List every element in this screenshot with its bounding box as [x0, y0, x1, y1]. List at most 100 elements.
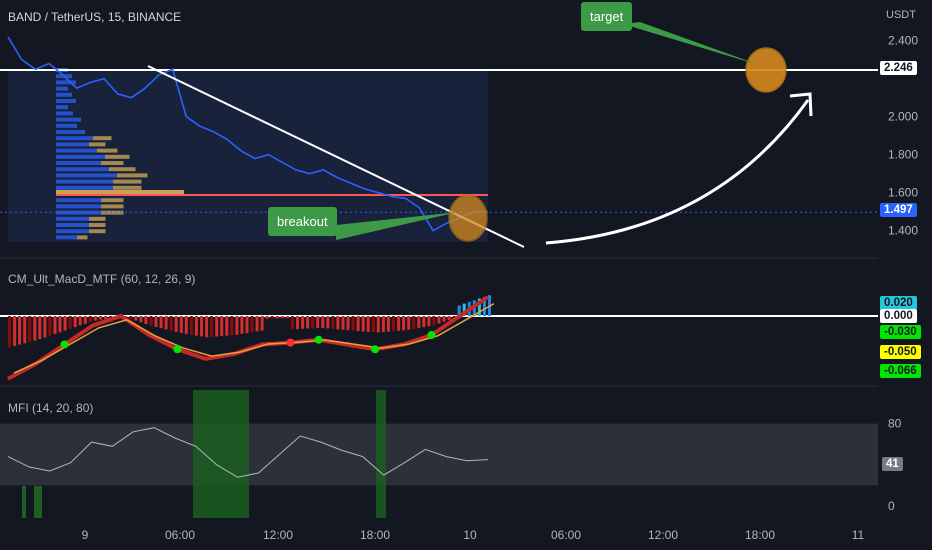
macd-histogram-bar: [53, 316, 57, 334]
time-tick-label: 18:00: [745, 528, 775, 542]
symbol-title: BAND / TetherUS, 15, BINANCE: [8, 10, 182, 24]
volume-profile-bar: [56, 210, 101, 215]
macd-histogram-bar: [280, 316, 284, 319]
macd-histogram-bar: [422, 316, 426, 328]
volume-profile-bar: [89, 216, 106, 221]
macd-histogram-bar: [447, 316, 451, 321]
breakout-callout[interactable]: breakout: [268, 207, 337, 236]
macd-histogram-bar: [129, 316, 133, 319]
price-series-line: [7, 36, 488, 232]
price-tick-label: 1.600: [888, 186, 918, 200]
macd-histogram-bar: [442, 316, 446, 322]
volume-profile-bar: [56, 86, 68, 91]
macd-histogram-bar: [346, 316, 350, 331]
macd-histogram-bar: [326, 316, 330, 329]
volume-profile-bar: [101, 204, 124, 209]
macd-value-2: 0.000: [880, 309, 917, 323]
macd-histogram-bar: [462, 303, 466, 316]
macd-histogram-bar: [351, 316, 355, 331]
macd-histogram-bar: [124, 316, 128, 318]
macd-value-1: 0.020: [880, 296, 917, 310]
time-tick-label: 18:00: [360, 528, 390, 542]
macd-histogram-bar: [341, 316, 345, 330]
macd-histogram-bar: [154, 316, 158, 327]
volume-profile-bar: [97, 148, 118, 153]
macd-histogram-bar: [68, 316, 72, 329]
macd-histogram-bar: [376, 316, 380, 333]
macd-histogram-bar: [397, 316, 401, 331]
time-tick-label: 12:00: [648, 528, 678, 542]
macd-histogram-bar: [200, 316, 203, 337]
macd-histogram-bar: [321, 316, 325, 329]
macd-histogram-bar: [392, 316, 395, 332]
volume-profile-bar: [56, 179, 113, 184]
volume-profile-bar: [117, 173, 148, 178]
macd-histogram-bar: [250, 316, 254, 333]
volume-profile-bar: [56, 99, 76, 103]
volume-profile-bar: [56, 173, 117, 178]
macd-histogram-bar: [28, 316, 32, 342]
macd-histogram-bar: [285, 316, 289, 319]
macd-histogram-bar: [134, 316, 138, 321]
volume-profile-bar: [93, 136, 112, 141]
macd-value-5: -0.066: [880, 364, 921, 378]
mfi-current-badge: 41: [882, 457, 903, 471]
macd-cross-dot: [371, 345, 380, 354]
macd-histogram-bar: [311, 316, 315, 329]
volume-profile-bar: [56, 154, 105, 159]
macd-histogram-bar: [38, 316, 42, 340]
macd-histogram-bar: [23, 316, 27, 344]
currency-label: USDT: [886, 9, 916, 21]
macd-histogram-bar: [412, 316, 416, 329]
macd-histogram-bar: [33, 316, 37, 341]
macd-histogram-bar: [432, 316, 436, 326]
time-tick-label: 11: [852, 528, 865, 542]
macd-histogram-bar: [18, 316, 22, 345]
macd-histogram-bar: [194, 316, 198, 336]
macd-histogram-bar: [159, 316, 163, 329]
macd-histogram-bar: [205, 316, 209, 338]
macd-histogram-bar: [164, 316, 168, 330]
volume-poc-bar: [56, 190, 184, 195]
macd-histogram-bar: [93, 316, 97, 321]
volume-profile-bar: [56, 136, 93, 141]
time-tick-label: 12:00: [263, 528, 293, 542]
macd-value-3: -0.030: [880, 325, 921, 339]
macd-histogram-bar: [402, 316, 406, 331]
projection-arrow-head: [789, 92, 813, 117]
macd-cross-dot: [286, 338, 295, 347]
volume-profile-bar: [56, 235, 77, 240]
price-tick-label: 2.000: [888, 110, 918, 124]
macd-histogram-bar: [477, 298, 481, 316]
price-tick-label: 1.800: [888, 148, 918, 162]
macd-histogram-bar: [371, 316, 375, 333]
macd-histogram-bar: [306, 316, 310, 329]
volume-profile-bar: [89, 142, 106, 147]
volume-profile-bar: [56, 142, 89, 147]
macd-histogram-bar: [290, 316, 294, 330]
mfi-title: MFI (14, 20, 80): [8, 401, 94, 415]
volume-profile-bar: [56, 216, 89, 221]
macd-histogram-bar: [245, 316, 249, 334]
target-callout[interactable]: target: [581, 2, 633, 31]
macd-histogram-bar: [240, 316, 244, 334]
macd-histogram-bar: [174, 316, 178, 332]
macd-histogram-bar: [265, 316, 269, 319]
volume-profile-bar: [56, 161, 101, 165]
target-price-badge: 2.246: [880, 61, 917, 75]
volume-profile-bar: [113, 185, 142, 190]
macd-cross-dot: [60, 340, 69, 349]
macd-histogram-bar: [260, 316, 264, 331]
macd-cross-dot: [427, 331, 436, 339]
volume-profile-bar: [56, 105, 68, 110]
macd-title: CM_Ult_MacD_MTF (60, 12, 26, 9): [8, 272, 196, 286]
macd-histogram-bar: [73, 316, 77, 328]
macd-histogram-bar: [215, 316, 219, 337]
macd-histogram-bar: [361, 316, 365, 332]
macd-histogram-bar: [255, 316, 259, 332]
macd-histogram-bar: [275, 316, 279, 319]
macd-histogram-bar: [230, 316, 234, 336]
macd-histogram-bar: [381, 316, 385, 333]
macd-histogram-bar: [331, 316, 335, 329]
